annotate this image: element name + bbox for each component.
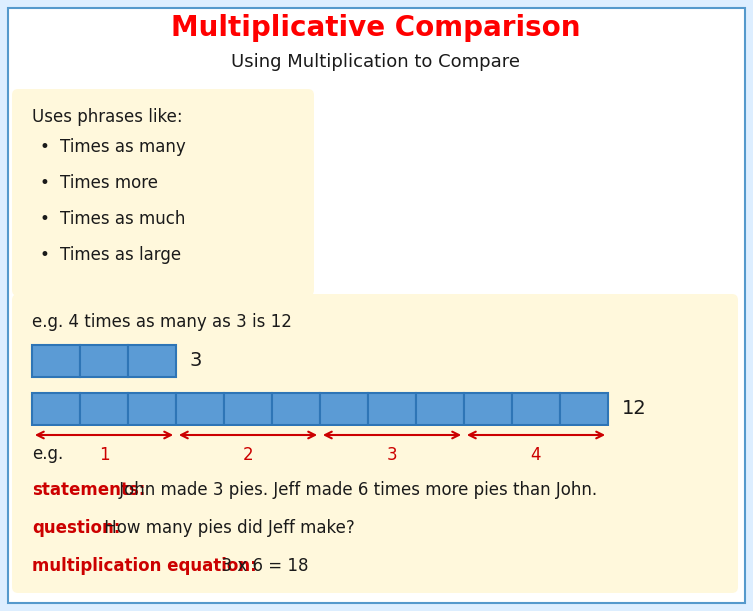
FancyBboxPatch shape — [12, 294, 738, 506]
Bar — [128, 345, 176, 377]
Text: 3: 3 — [190, 351, 203, 370]
Text: e.g. 4 times as many as 3 is 12: e.g. 4 times as many as 3 is 12 — [32, 313, 292, 331]
Bar — [80, 345, 128, 377]
Bar — [464, 393, 512, 425]
Bar — [512, 393, 560, 425]
Text: 12: 12 — [622, 400, 647, 419]
FancyBboxPatch shape — [12, 89, 314, 296]
Bar — [560, 393, 608, 425]
Text: 4: 4 — [531, 446, 541, 464]
Text: Using Multiplication to Compare: Using Multiplication to Compare — [231, 53, 520, 71]
Bar — [176, 393, 224, 425]
Bar — [416, 393, 464, 425]
Text: Times as much: Times as much — [60, 210, 185, 228]
Bar — [32, 393, 80, 425]
Bar — [368, 393, 416, 425]
Bar — [320, 393, 368, 425]
Bar — [32, 345, 80, 377]
Text: •: • — [40, 210, 50, 228]
Text: •: • — [40, 246, 50, 264]
Text: Times as large: Times as large — [60, 246, 181, 264]
Text: John made 3 pies. Jeff made 6 times more pies than John.: John made 3 pies. Jeff made 6 times more… — [114, 481, 597, 499]
Bar — [128, 393, 176, 425]
Bar — [224, 393, 272, 425]
Text: question:: question: — [32, 519, 120, 537]
Bar — [80, 393, 128, 425]
Text: Times more: Times more — [60, 174, 158, 192]
Text: 3: 3 — [387, 446, 398, 464]
Text: •: • — [40, 174, 50, 192]
Text: e.g.: e.g. — [32, 445, 63, 463]
Text: multiplication equation:: multiplication equation: — [32, 557, 257, 575]
Text: Times as many: Times as many — [60, 138, 186, 156]
Text: 2: 2 — [242, 446, 253, 464]
FancyBboxPatch shape — [12, 426, 738, 593]
Text: 3 x 6 = 18: 3 x 6 = 18 — [211, 557, 308, 575]
Text: Multiplicative Comparison: Multiplicative Comparison — [171, 14, 581, 42]
Text: 1: 1 — [99, 446, 109, 464]
Bar — [272, 393, 320, 425]
Text: •: • — [40, 138, 50, 156]
Text: How many pies did Jeff make?: How many pies did Jeff make? — [99, 519, 355, 537]
Text: statements:: statements: — [32, 481, 145, 499]
Text: Uses phrases like:: Uses phrases like: — [32, 108, 183, 126]
